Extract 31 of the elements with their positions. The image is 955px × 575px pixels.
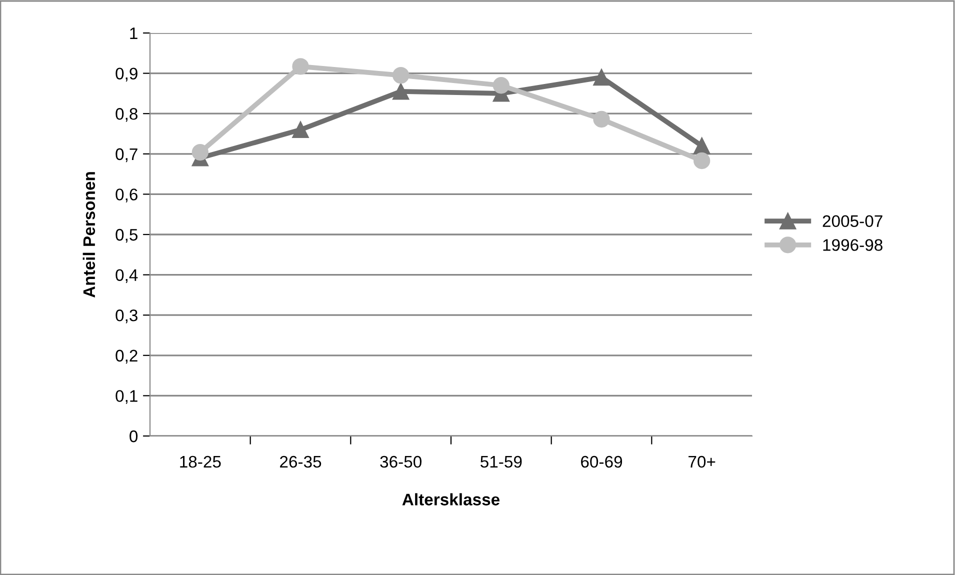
x-axis-title: Altersklasse: [402, 493, 500, 506]
y-tick-label: 0: [130, 430, 138, 442]
y-tick-label: 0,6: [116, 188, 138, 202]
x-tick-label: 70+: [688, 456, 716, 468]
legend-label: 1996-98: [823, 239, 882, 251]
point: [392, 83, 410, 100]
point: [593, 110, 610, 128]
x-tick-label: 60-69: [581, 456, 622, 468]
x-tick-label: 18-25: [180, 456, 221, 468]
point: [392, 66, 410, 84]
point: [292, 58, 309, 75]
x-tick-label: 36-50: [380, 456, 422, 468]
y-tick-label: 0,8: [116, 108, 138, 122]
y-tick-label: 0,9: [116, 68, 138, 82]
y-tick-label: 0,5: [116, 228, 138, 243]
x-tick-label: 51-59: [480, 456, 522, 468]
y-tick-label: 0,1: [116, 390, 138, 404]
y-tick-label: 0,7: [116, 148, 138, 162]
point: [694, 138, 710, 154]
point: [694, 152, 710, 170]
point: [292, 121, 309, 138]
y-tick-label: 0,4: [116, 269, 138, 283]
y-tick-label: 0,3: [116, 310, 138, 324]
x-tick-label: 26-35: [280, 456, 322, 468]
point: [492, 77, 510, 94]
y-tick-label: 0,2: [116, 350, 138, 364]
legend-label: 2005-07: [822, 215, 882, 228]
point: [192, 144, 208, 161]
y-axis-title: Anteil Personen: [82, 172, 96, 298]
point: [593, 68, 610, 86]
y-tick-label: 1: [130, 28, 138, 40]
